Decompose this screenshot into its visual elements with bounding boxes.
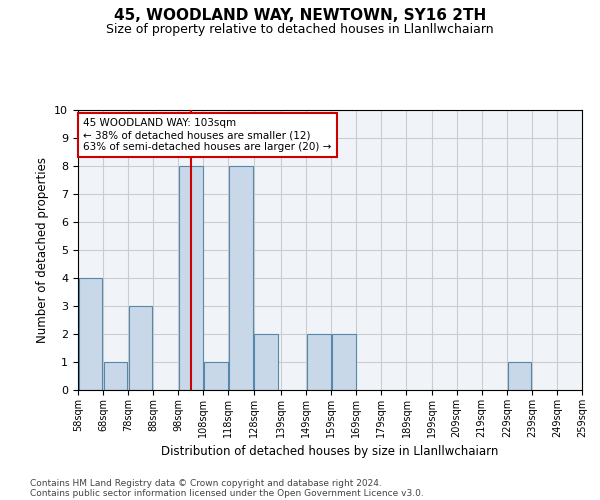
Text: Size of property relative to detached houses in Llanllwchaiarn: Size of property relative to detached ho…: [106, 22, 494, 36]
X-axis label: Distribution of detached houses by size in Llanllwchaiarn: Distribution of detached houses by size …: [161, 446, 499, 458]
Text: Contains public sector information licensed under the Open Government Licence v3: Contains public sector information licen…: [30, 488, 424, 498]
Text: Contains HM Land Registry data © Crown copyright and database right 2024.: Contains HM Land Registry data © Crown c…: [30, 478, 382, 488]
Bar: [79, 278, 103, 390]
Bar: [104, 362, 127, 390]
Bar: [129, 306, 152, 390]
Y-axis label: Number of detached properties: Number of detached properties: [36, 157, 49, 343]
Bar: [332, 334, 356, 390]
Bar: [204, 362, 227, 390]
Bar: [307, 334, 331, 390]
Bar: [229, 166, 253, 390]
Text: 45, WOODLAND WAY, NEWTOWN, SY16 2TH: 45, WOODLAND WAY, NEWTOWN, SY16 2TH: [114, 8, 486, 22]
Bar: [254, 334, 278, 390]
Bar: [179, 166, 203, 390]
Bar: [508, 362, 531, 390]
Text: 45 WOODLAND WAY: 103sqm
← 38% of detached houses are smaller (12)
63% of semi-de: 45 WOODLAND WAY: 103sqm ← 38% of detache…: [83, 118, 331, 152]
